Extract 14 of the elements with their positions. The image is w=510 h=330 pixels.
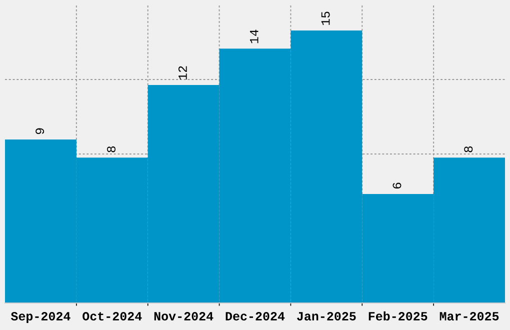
x-tick-label: Oct-2024 — [82, 312, 142, 321]
x-tick-label: Dec-2024 — [226, 312, 285, 321]
x-tick-label: Sep-2024 — [10, 312, 70, 323]
data-label: 15 — [321, 12, 330, 25]
x-tick-label: Mar-2025 — [440, 312, 499, 321]
data-label: 14 — [250, 30, 258, 44]
x-tick-label: Nov-2024 — [154, 312, 214, 321]
data-label: 12 — [178, 66, 187, 80]
data-label: 6 — [392, 182, 402, 189]
x-tick-label: Feb-2025 — [368, 311, 428, 321]
data-label: 8 — [464, 146, 473, 152]
data-label: 8 — [107, 146, 116, 152]
data-label: 9 — [36, 128, 44, 134]
x-tick-label: Jan-2025 — [297, 312, 356, 321]
